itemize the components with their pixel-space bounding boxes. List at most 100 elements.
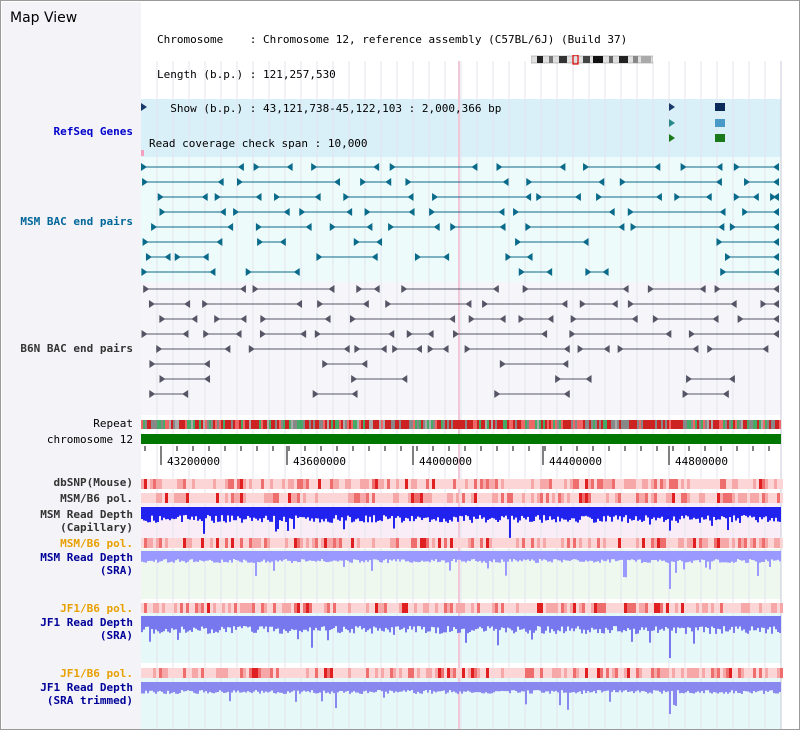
msm-depth-capillary-bar bbox=[599, 507, 601, 521]
jf1-b6-pol-density bbox=[366, 603, 369, 613]
msm-depth-capillary-bar bbox=[209, 507, 211, 517]
jf1-depth-sra-bar bbox=[415, 616, 417, 633]
msm-depth-sra-bar bbox=[145, 551, 147, 563]
jf1-depth-trim-bar bbox=[411, 682, 413, 691]
jf1-depth-trim-bar bbox=[717, 682, 719, 694]
msm-b6-pol-density bbox=[219, 493, 222, 503]
msm-depth-capillary-bar bbox=[665, 507, 667, 521]
track-label-b6n-bac[interactable]: B6N BAC end pairs bbox=[20, 342, 133, 355]
msm-depth-sra-bar bbox=[233, 551, 235, 560]
jf1-depth-sra-bar bbox=[543, 616, 545, 634]
track-label-dbsnp[interactable]: dbSNP(Mouse) bbox=[53, 476, 133, 489]
jf1-b6-pol-density bbox=[540, 668, 543, 678]
b6n-bac-pair bbox=[714, 285, 721, 293]
jf1-depth-trim-bar bbox=[459, 682, 461, 692]
axis-tick-label: 43200000 bbox=[167, 455, 220, 468]
msm-depth-sra-bar bbox=[153, 551, 155, 562]
msm-depth-capillary-bar bbox=[589, 507, 591, 518]
track-label-msm-depth-sra[interactable]: MSM Read Depth bbox=[40, 551, 133, 564]
jf1-b6-pol-density bbox=[183, 668, 186, 678]
jf1-depth-sra-bar bbox=[269, 616, 271, 627]
msm-depth-sra-bar bbox=[269, 551, 271, 563]
repeat-segment bbox=[263, 420, 265, 429]
jf1-depth-sra-bar bbox=[169, 616, 171, 633]
repeat-segment bbox=[323, 420, 325, 429]
msm-depth-capillary-bar bbox=[637, 507, 639, 521]
msm-b6-pol-density bbox=[168, 538, 171, 548]
chromosome-ideogram[interactable] bbox=[531, 55, 653, 65]
jf1-b6-pol-density bbox=[636, 668, 639, 678]
track-label-jf1-depth-trimmed[interactable]: JF1 Read Depth bbox=[40, 681, 133, 694]
msm-b6-pol-density bbox=[651, 538, 654, 548]
jf1-b6-pol-density bbox=[441, 603, 444, 613]
msm-b6-pol-density bbox=[207, 538, 210, 548]
msm-depth-sra-bar bbox=[157, 551, 159, 563]
msm-b6-pol-density bbox=[399, 538, 402, 548]
repeat-segment bbox=[509, 420, 511, 429]
msm-b6-pol-density bbox=[144, 493, 147, 503]
msm-depth-sra-bar bbox=[289, 551, 291, 561]
track-label-msm-depth-capillary[interactable]: MSM Read Depth bbox=[40, 508, 133, 521]
jf1-depth-trim-bar bbox=[403, 682, 405, 691]
track-label-refseq[interactable]: RefSeq Genes bbox=[53, 125, 133, 138]
jf1-depth-trim-bar bbox=[535, 682, 537, 691]
msm-depth-capillary-bar bbox=[499, 507, 501, 521]
track-label-jf1-b6-pol-1[interactable]: JF1/B6 pol. bbox=[60, 602, 133, 615]
jf1-depth-trim-bar bbox=[439, 682, 441, 692]
track-label-chromosome[interactable]: chromosome 12 bbox=[46, 433, 133, 446]
msm-b6-pol-density bbox=[780, 493, 783, 503]
msm-b6-pol-density bbox=[588, 493, 591, 503]
msm-depth-capillary-bar bbox=[349, 507, 351, 518]
jf1-depth-sra-bar bbox=[625, 616, 627, 632]
repeat-segment bbox=[147, 420, 149, 429]
msm-depth-sra-bar bbox=[415, 551, 417, 562]
msm-b6-pol-density bbox=[756, 493, 759, 503]
msm-b6-pol-density bbox=[762, 493, 765, 503]
jf1-b6-pol-density bbox=[693, 603, 696, 613]
track-label-repeat[interactable]: Repeat bbox=[93, 417, 133, 430]
jf1-depth-sra-bar bbox=[571, 616, 573, 629]
repeat-segment bbox=[391, 420, 393, 429]
jf1-depth-sra-bar bbox=[479, 616, 481, 627]
msm-depth-capillary-bar bbox=[733, 507, 735, 516]
repeat-segment bbox=[571, 420, 573, 429]
msm-depth-capillary-bar bbox=[771, 507, 773, 519]
repeat-segment bbox=[331, 420, 333, 429]
dbsnp-density bbox=[210, 479, 213, 489]
msm-b6-pol-density bbox=[231, 538, 234, 548]
jf1-depth-sra-bar bbox=[267, 616, 269, 633]
jf1-b6-pol-density bbox=[339, 668, 342, 678]
jf1-b6-pol-density bbox=[708, 603, 711, 613]
track-label-jf1-depth-sra[interactable]: JF1 Read Depth bbox=[40, 616, 133, 629]
jf1-depth-sra-bar bbox=[405, 616, 407, 633]
msm-b6-pol-density bbox=[267, 538, 270, 548]
msm-depth-capillary-bar bbox=[285, 507, 287, 522]
jf1-depth-sra-bar bbox=[149, 616, 151, 642]
track-label-msm-bac[interactable]: MSM BAC end pairs bbox=[20, 215, 133, 228]
msm-b6-pol-density bbox=[141, 493, 144, 503]
msm-depth-sra-bar bbox=[413, 551, 415, 562]
msm-depth-sra-bar bbox=[229, 551, 231, 561]
jf1-depth-trim-bar bbox=[397, 682, 399, 693]
msm-depth-capillary-bar bbox=[521, 507, 523, 516]
repeat-segment bbox=[547, 420, 549, 429]
msm-b6-pol-density bbox=[189, 538, 192, 548]
jf1-b6-pol-density bbox=[306, 603, 309, 613]
track-label-msm-b6-pol-1[interactable]: MSM/B6 pol. bbox=[60, 492, 133, 505]
track-label-jf1-b6-pol-2[interactable]: JF1/B6 pol. bbox=[60, 667, 133, 680]
dbsnp-density bbox=[522, 479, 525, 489]
jf1-b6-pol-density bbox=[357, 668, 360, 678]
track-label-msm-b6-pol-2[interactable]: MSM/B6 pol. bbox=[60, 537, 133, 550]
jf1-depth-trim-bar bbox=[753, 682, 755, 691]
jf1-depth-sra-bar bbox=[147, 616, 149, 627]
msm-depth-capillary-bar bbox=[615, 507, 617, 516]
dbsnp-density bbox=[624, 479, 627, 489]
msm-b6-pol-density bbox=[213, 493, 216, 503]
jf1-depth-sra-bar bbox=[431, 616, 433, 627]
jf1-b6-pol-density bbox=[702, 668, 705, 678]
msm-b6-pol-density bbox=[312, 493, 315, 503]
msm-b6-pol-density bbox=[405, 538, 408, 548]
jf1-depth-trim-bar bbox=[687, 682, 689, 691]
msm-b6-pol-density bbox=[459, 538, 462, 548]
